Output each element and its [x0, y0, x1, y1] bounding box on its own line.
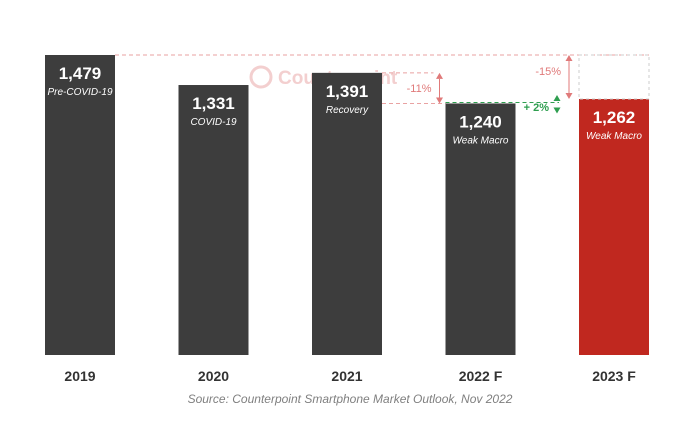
value-label-2020: 1,331: [192, 94, 235, 113]
bar-sublabel-2022-f: Weak Macro: [453, 135, 509, 146]
gap-outline-2023: [578, 54, 650, 100]
bar-2023-f: [579, 99, 649, 355]
x-tick-label-2019: 2019: [64, 368, 95, 384]
x-tick-label-2020: 2020: [198, 368, 229, 384]
bar-sublabel-2019: Pre-COVID-19: [47, 87, 112, 98]
value-label-2021: 1,391: [326, 82, 369, 101]
bar-2020: [178, 85, 249, 355]
arrow-plus-2-head-down: [553, 107, 561, 114]
value-label-2019: 1,479: [59, 64, 102, 83]
x-tick-label-2022-f: 2022 F: [459, 368, 503, 384]
value-label-2023-f: 1,262: [593, 108, 636, 127]
bar-sublabel-2020: COVID-19: [190, 117, 237, 128]
annotation-minus-15: -15%: [535, 66, 561, 78]
source-note: Source: Counterpoint Smartphone Market O…: [187, 392, 513, 406]
arrow-minus-11-head-up: [436, 72, 443, 79]
x-tick-label-2021: 2021: [331, 368, 362, 384]
x-tick-label-2023-f: 2023 F: [592, 368, 636, 384]
annotation-minus-11: -11%: [407, 83, 432, 95]
bar-sublabel-2021: Recovery: [326, 105, 369, 116]
arrow-minus-15-head-down: [565, 93, 573, 100]
arrow-plus-2-head-up: [553, 95, 561, 102]
arrow-minus-15-head-up: [565, 55, 573, 61]
bar-2021: [312, 72, 382, 355]
bar-2022-f: [445, 103, 516, 355]
value-label-2022-f: 1,240: [459, 112, 502, 131]
arrow-minus-11-head-down: [436, 97, 443, 104]
bar-2019: [45, 55, 115, 355]
bar-sublabel-2023-f: Weak Macro: [586, 131, 642, 142]
annotation-plus-2: + 2%: [524, 102, 550, 114]
